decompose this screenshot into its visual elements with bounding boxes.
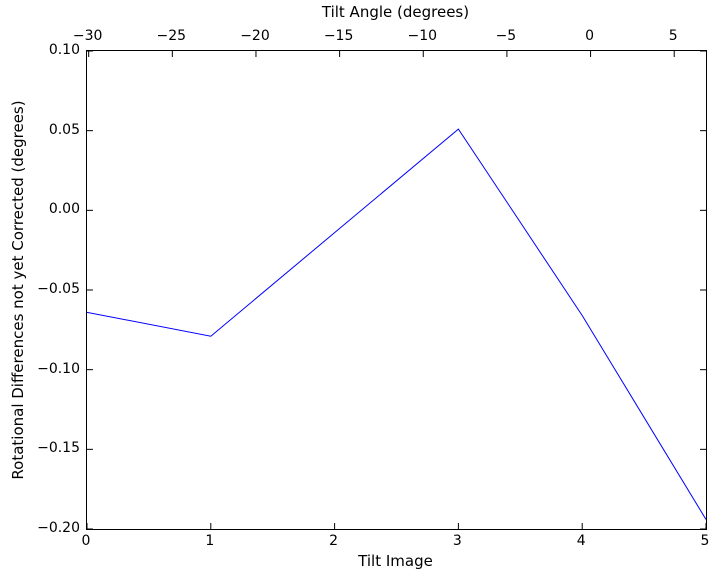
top-axis-tick-label: −25 <box>156 28 187 44</box>
top-axis-tick-label: 0 <box>585 28 595 44</box>
top-axis-tick-label: 5 <box>668 28 678 44</box>
top-axis-tick-label: −20 <box>240 28 270 44</box>
x-axis-tick-label: 3 <box>452 533 462 549</box>
y-axis-tick-label: 0.10 <box>48 42 80 58</box>
y-axis-tick-label: −0.05 <box>37 281 80 297</box>
x-axis-tick-label: 4 <box>576 533 586 549</box>
y-axis-title: Rotational Differences not yet Corrected… <box>9 100 27 480</box>
top-axis-tick-label: −5 <box>495 28 517 44</box>
x-axis-tick-label: 0 <box>81 533 91 549</box>
y-axis-tick-label: −0.10 <box>37 360 80 377</box>
line-chart-canvas <box>87 51 706 529</box>
x-axis-tick-label: 2 <box>329 533 339 549</box>
y-axis-tick-label: 0.00 <box>48 201 80 218</box>
y-axis-tick-label: 0.05 <box>48 121 80 138</box>
top-axis-tick-label: −15 <box>323 28 354 44</box>
data-line <box>87 128 706 520</box>
top-axis-tick-label: −30 <box>72 28 103 44</box>
top-axis-title: Tilt Angle (degrees) <box>321 3 470 21</box>
y-axis-tick-label: −0.20 <box>37 520 80 536</box>
y-axis-tick-label: −0.15 <box>37 440 80 457</box>
x-axis-tick-label: 1 <box>205 533 215 549</box>
x-axis-title: Tilt Image <box>358 552 433 570</box>
top-axis-tick-label: −10 <box>407 28 438 44</box>
plot-area <box>86 50 707 530</box>
x-axis-tick-label: 5 <box>700 533 710 549</box>
